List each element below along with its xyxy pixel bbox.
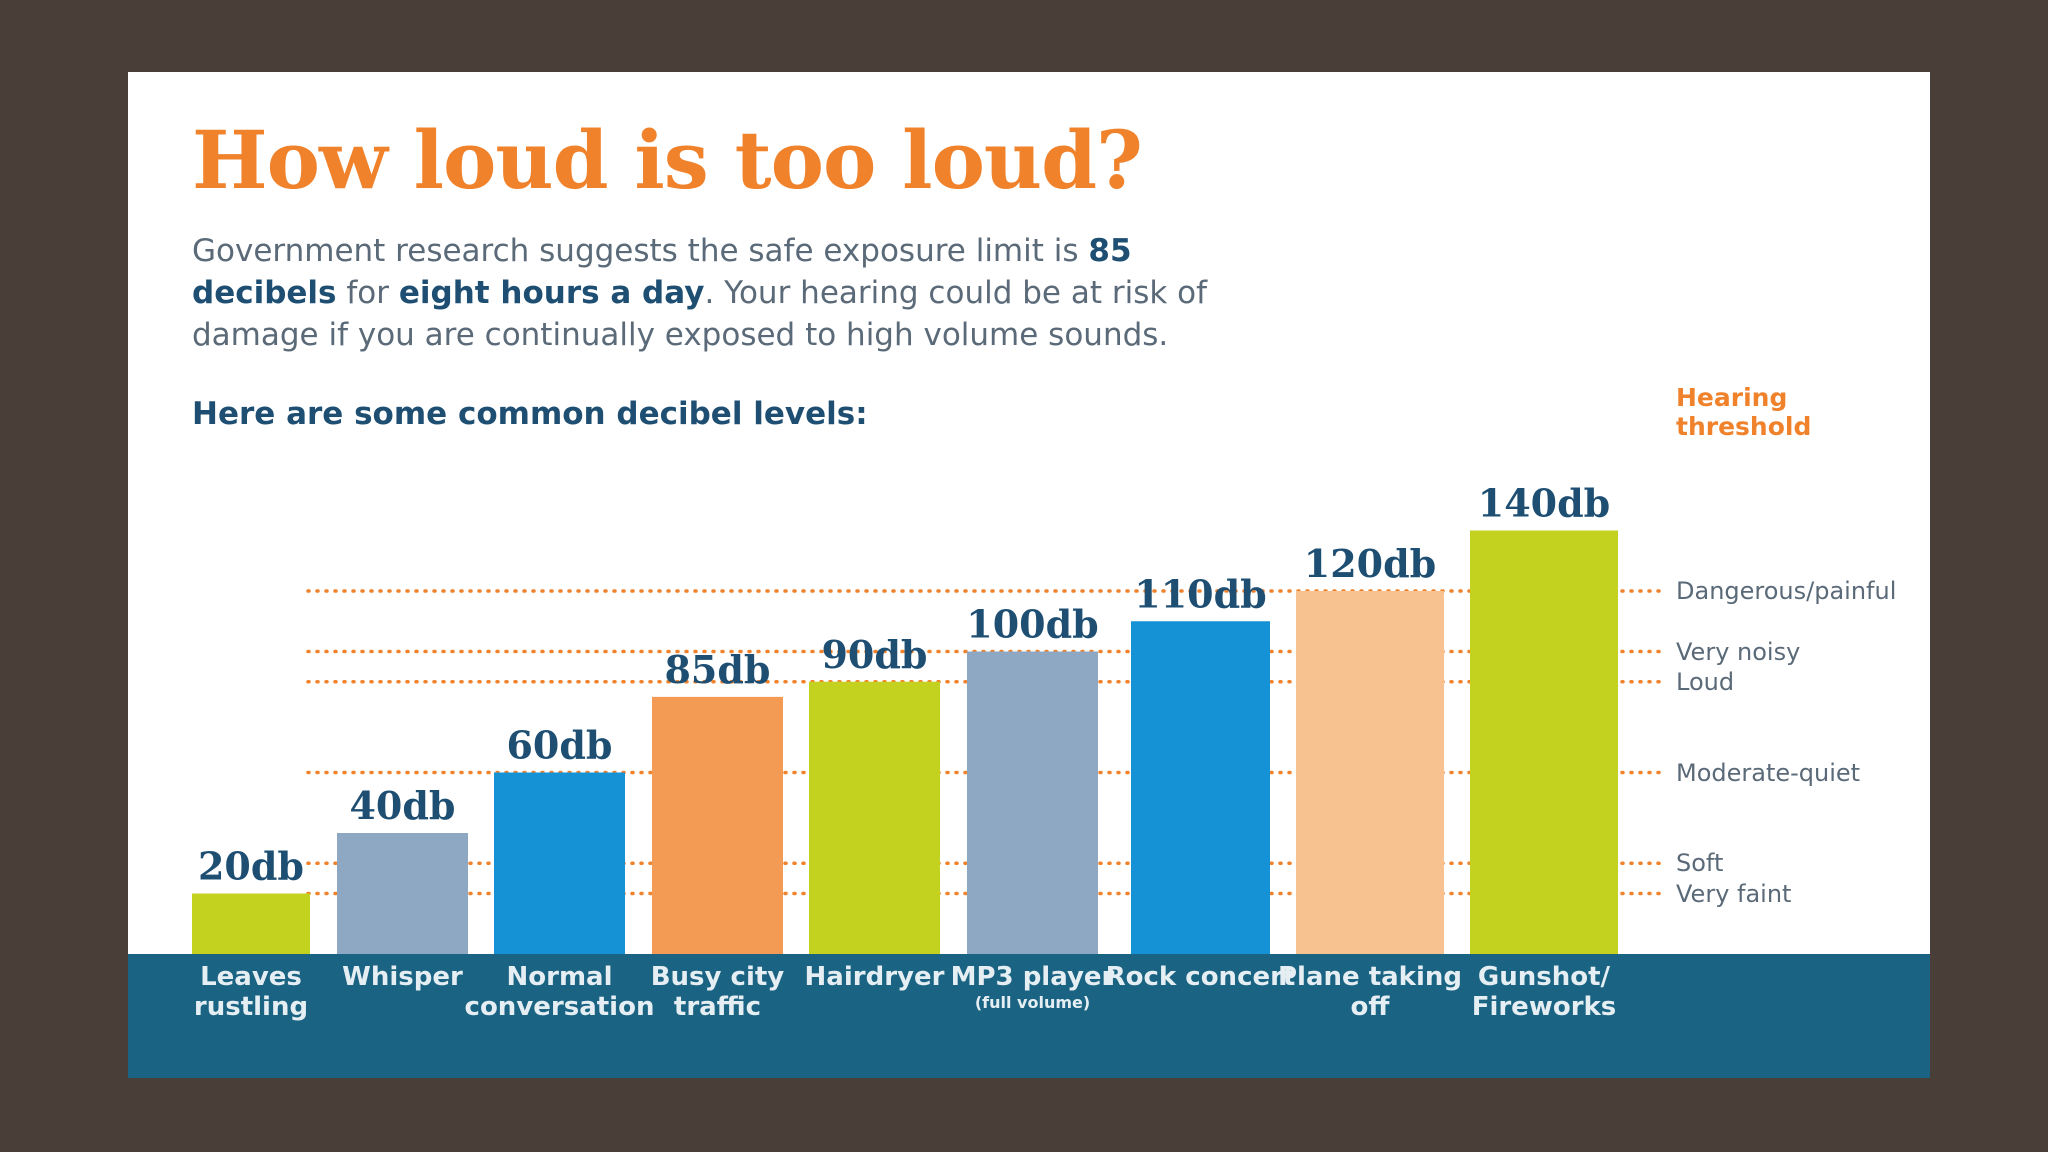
bar-value-label: 60db [506, 723, 612, 768]
category-name: Hairdryer [804, 962, 945, 992]
category-name: Rock concert [1105, 962, 1296, 992]
threshold-label: Dangerous/painful [1676, 577, 1897, 605]
category-label: Rock concert [1106, 962, 1296, 992]
bar-value-label: 100db [966, 602, 1098, 647]
threshold-label: Loud [1676, 667, 1735, 696]
bar-value-label: 120db [1304, 541, 1436, 586]
intro-bold-eight-hours: eight hours a day [398, 275, 705, 311]
threshold-heading: Hearing threshold [1676, 383, 1812, 441]
category-name: Busy city traffic [650, 962, 785, 1022]
category-label: Leaves rustling [156, 962, 346, 1022]
category-name: Leaves rustling [193, 962, 309, 1022]
bar-value-label: 90db [821, 632, 927, 677]
category-note: (full volume) [974, 993, 1091, 1012]
intro-part1: Government research suggests the safe ex… [192, 233, 1089, 269]
bar-value-label: 85db [664, 647, 770, 692]
category-name: Gunshot/ Fireworks [1471, 962, 1617, 1022]
decibel-bar-chart: 20db 40db 60db 85db 90db 100db 110db 120db 140db [192, 481, 1668, 954]
bar [1296, 591, 1444, 954]
category-label: Hairdryer [780, 962, 970, 992]
intro-text: Government research suggests the safe ex… [192, 230, 1272, 356]
bar [652, 696, 783, 954]
category-label: Normal conversation [465, 962, 655, 1022]
threshold-label: Very faint [1676, 879, 1792, 908]
bar [494, 772, 625, 954]
category-name: MP3 player [950, 962, 1115, 992]
category-name: Whisper [342, 962, 463, 992]
bar-value-label: 110db [1134, 571, 1266, 616]
category-name: Plane taking off [1277, 962, 1462, 1022]
bar [192, 893, 310, 954]
category-label: Gunshot/ Fireworks [1449, 962, 1639, 1022]
infographic-card: How loud is too loud? Government researc… [128, 72, 1930, 1078]
category-name: Normal conversation [464, 962, 655, 1022]
intro-part2: for [336, 275, 399, 311]
threshold-label: Soft [1676, 849, 1724, 878]
category-label: Plane taking off [1275, 962, 1465, 1022]
threshold-label: Moderate-quiet [1676, 758, 1861, 787]
threshold-label: Very noisy [1676, 637, 1801, 666]
bar-value-label: 20db [198, 844, 304, 889]
bar [337, 833, 468, 954]
bar [1131, 621, 1270, 954]
intro-bold-85-decibels: 85 decibels [192, 233, 1132, 311]
subheading: Here are some common decibel levels: [192, 396, 868, 432]
category-label: MP3 player (full volume) [938, 962, 1128, 1014]
bar [967, 651, 1098, 954]
intro-part3: . Your hearing could be at risk of damag… [192, 275, 1208, 353]
category-label: Busy city traffic [623, 962, 813, 1022]
bar-value-label: 40db [349, 783, 455, 828]
bar [1470, 530, 1618, 954]
page-title: How loud is too loud? [192, 113, 1143, 207]
category-footer-band [128, 954, 1930, 1078]
category-label: Whisper [308, 962, 498, 992]
bar [809, 681, 940, 954]
bar-value-label: 140db [1478, 481, 1610, 526]
